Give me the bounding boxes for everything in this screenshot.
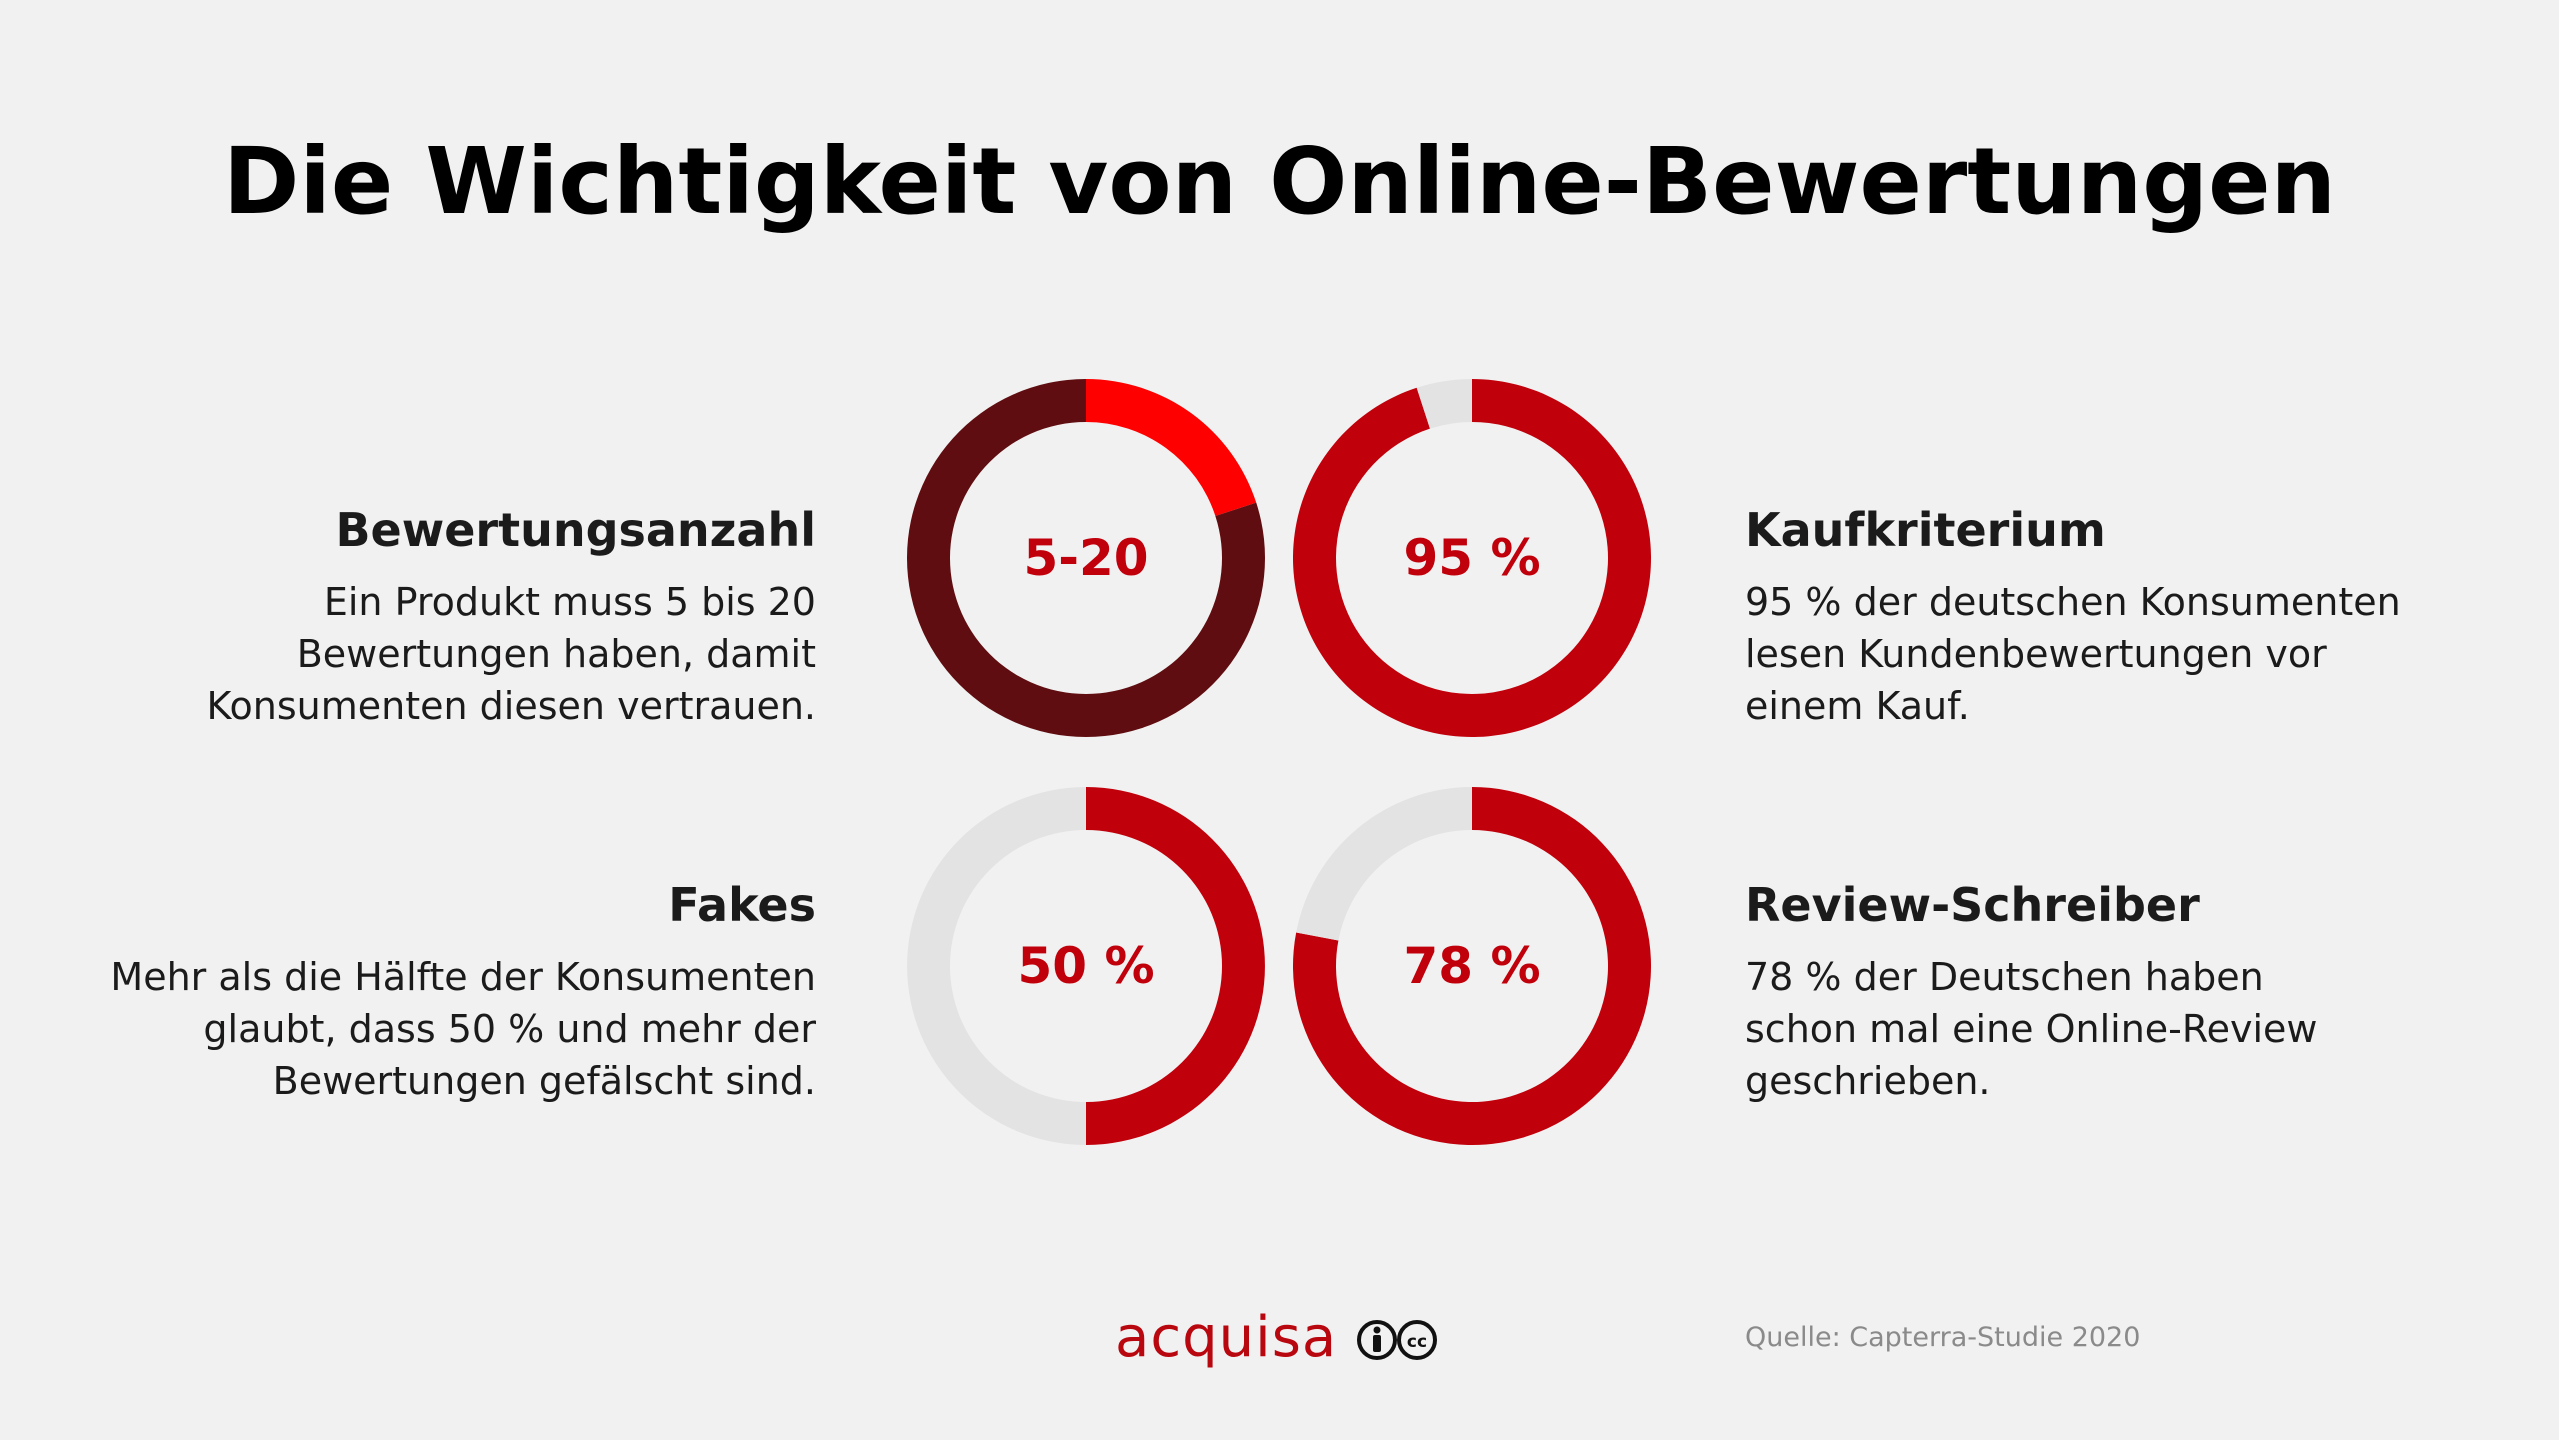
block-text: Mehr als die Hälfte der Konsumenten glau… xyxy=(68,951,816,1107)
donut-slice xyxy=(1086,787,1265,1145)
svg-text:cc: cc xyxy=(1407,1332,1427,1352)
donut-slice xyxy=(1086,379,1257,516)
block-text-line: geschrieben. xyxy=(1745,1059,1991,1103)
donut-svg xyxy=(1293,787,1651,1145)
donut-chart-fakes: 50 % xyxy=(905,785,1267,1147)
block-heading: Bewertungsanzahl xyxy=(335,503,816,557)
block-text-line: Mehr als die Hälfte der Konsumenten xyxy=(110,955,816,999)
block-review-schreiber: Review-Schreiber 78 % der Deutschen habe… xyxy=(1745,877,2465,1107)
donut-slice xyxy=(1296,787,1472,941)
block-text-line: Konsumenten diesen vertrauen. xyxy=(206,684,816,728)
donut-center-label: 78 % xyxy=(1403,937,1541,995)
donut-svg xyxy=(907,379,1265,737)
source-note: Quelle: Capterra-Studie 2020 xyxy=(1745,1322,2141,1353)
donut-slice xyxy=(907,787,1086,1145)
block-text-line: Bewertungen haben, damit xyxy=(296,632,816,676)
page-title: Die Wichtigkeit von Online-Bewertungen xyxy=(223,128,2336,235)
block-text-line: lesen Kundenbewertungen vor xyxy=(1745,632,2327,676)
block-text-line: glaubt, dass 50 % und mehr der xyxy=(203,1007,816,1051)
donut-center-label: 95 % xyxy=(1403,529,1541,587)
block-text-line: 95 % der deutschen Konsumenten xyxy=(1745,580,2401,624)
donut-svg xyxy=(907,787,1265,1145)
donut-center-label: 50 % xyxy=(1017,937,1155,995)
block-heading: Fakes xyxy=(668,878,816,932)
brand-logo: acquisa xyxy=(1115,1305,1338,1370)
block-fakes: Fakes Mehr als die Hälfte der Konsumente… xyxy=(68,877,816,1107)
block-text-line: einem Kauf. xyxy=(1745,684,1970,728)
creative-commons-by-icon: cc xyxy=(1357,1320,1437,1360)
block-text-line: Bewertungen gefälscht sind. xyxy=(272,1059,816,1103)
block-text-line: 78 % der Deutschen haben xyxy=(1745,955,2264,999)
donut-svg xyxy=(1293,379,1651,737)
block-text: 78 % der Deutschen haben schon mal eine … xyxy=(1745,951,2465,1107)
block-text: 95 % der deutschen Konsumenten lesen Kun… xyxy=(1745,576,2465,732)
block-text-line: Ein Produkt muss 5 bis 20 xyxy=(323,580,816,624)
block-bewertungsanzahl: Bewertungsanzahl Ein Produkt muss 5 bis … xyxy=(98,502,816,732)
donut-chart-kaufkriterium: 95 % xyxy=(1291,377,1653,739)
block-text-line: schon mal eine Online-Review xyxy=(1745,1007,2318,1051)
block-kaufkriterium: Kaufkriterium 95 % der deutschen Konsume… xyxy=(1745,502,2465,732)
block-heading: Review-Schreiber xyxy=(1745,878,2200,932)
donut-slice xyxy=(1416,379,1472,429)
donut-chart-review-schreiber: 78 % xyxy=(1291,785,1653,1147)
donut-center-label: 5-20 xyxy=(1023,529,1149,587)
donut-chart-bewertungsanzahl: 5-20 xyxy=(905,377,1267,739)
block-heading: Kaufkriterium xyxy=(1745,503,2106,557)
block-text: Ein Produkt muss 5 bis 20 Bewertungen ha… xyxy=(98,576,816,732)
